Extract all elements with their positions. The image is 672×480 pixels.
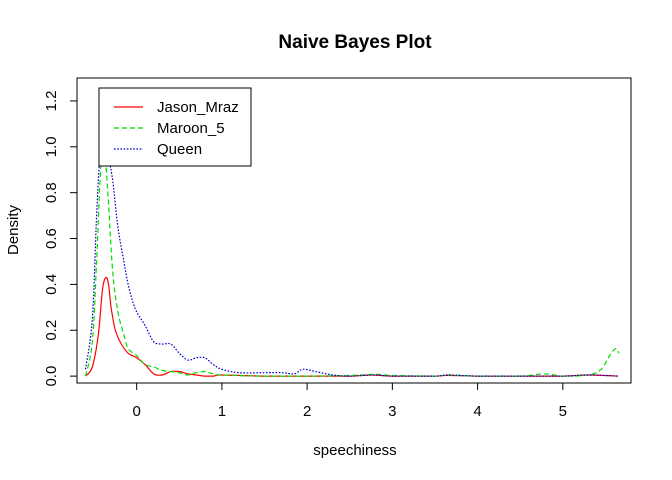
y-tick-label: 0.8 xyxy=(43,182,60,203)
series-layer xyxy=(84,145,620,377)
y-tick-label: 1.0 xyxy=(43,136,60,157)
x-tick-label: 4 xyxy=(473,403,481,420)
x-tick-label: 5 xyxy=(559,403,567,420)
x-tick-label: 0 xyxy=(132,403,140,420)
y-tick-label: 0.4 xyxy=(43,274,60,295)
y-tick-label: 0.2 xyxy=(43,320,60,341)
y-axis: 0.0 0.2 0.4 0.6 0.8 1.0 1.2 xyxy=(43,91,78,387)
x-axis: 0 1 2 3 4 5 xyxy=(132,382,567,420)
x-tick-label: 2 xyxy=(303,403,311,420)
series-line-jason-mraz xyxy=(85,276,619,377)
x-tick-label: 1 xyxy=(218,403,226,420)
y-tick-label: 1.2 xyxy=(43,91,60,112)
x-tick-label: 3 xyxy=(388,403,396,420)
x-axis-title: speechiness xyxy=(313,442,396,459)
legend-label: Maroon_5 xyxy=(157,120,225,137)
legend-label: Queen xyxy=(157,141,202,158)
y-tick-label: 0.6 xyxy=(43,228,60,249)
y-tick-label: 0.0 xyxy=(43,366,60,387)
series-line-maroon-5 xyxy=(84,148,620,377)
legend: Jason_Mraz Maroon_5 Queen xyxy=(98,87,252,167)
y-axis-title: Density xyxy=(5,204,22,255)
chart-title: Naive Bayes Plot xyxy=(278,32,432,53)
legend-box xyxy=(98,87,252,167)
legend-label: Jason_Mraz xyxy=(157,99,239,116)
series-line-queen xyxy=(84,145,619,377)
